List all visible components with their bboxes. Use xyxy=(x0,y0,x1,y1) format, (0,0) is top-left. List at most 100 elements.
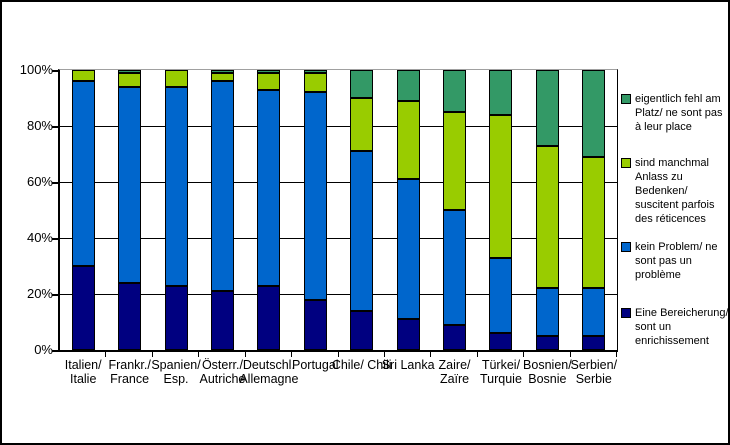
x-tick-mark xyxy=(151,352,153,357)
bar-segment-bereicherung-deutschland xyxy=(257,285,281,350)
bar-cell-zaire xyxy=(431,70,477,350)
bar-cell-serbien xyxy=(571,70,617,350)
bar-segment-fehl-am-platz-deutschland xyxy=(257,70,281,73)
gridline-60% xyxy=(60,182,617,183)
bar-segment-kein-problem-bosnien xyxy=(535,288,559,336)
bar-segment-manchmal-anlass-italien xyxy=(71,70,95,82)
bar-segment-kein-problem-tuerkei xyxy=(489,257,513,334)
gridline-40% xyxy=(60,238,617,239)
bar-segment-fehl-am-platz-frankreich xyxy=(118,70,142,73)
x-category-label-frankreich: Frankr./ France xyxy=(108,358,151,386)
gridline-80% xyxy=(60,126,617,127)
bar-cell-bosnien xyxy=(524,70,570,350)
bar-segment-fehl-am-platz-serbien xyxy=(582,70,606,157)
bar-segment-bereicherung-portugal xyxy=(303,299,327,350)
bar-cell-spanien xyxy=(153,70,199,350)
bar-segment-fehl-am-platz-sri-lanka xyxy=(396,70,420,101)
bar-segment-kein-problem-frankreich xyxy=(118,86,142,283)
legend-swatch-kein-problem xyxy=(621,242,631,252)
plot-area xyxy=(58,69,618,352)
bar-segment-bereicherung-sri-lanka xyxy=(396,319,420,350)
x-category-label-tuerkei: Türkei/ Turquie xyxy=(479,358,522,386)
bar-cell-oesterreich xyxy=(199,70,245,350)
legend-label-fehl-am-platz: eigentlich fehl am Platz/ ne sont pas à … xyxy=(635,93,723,133)
y-tick-mark xyxy=(52,182,58,184)
bar-cell-chile xyxy=(339,70,385,350)
bar-segment-kein-problem-spanien xyxy=(164,86,188,286)
x-tick-mark xyxy=(383,352,385,357)
legend-item-fehl-am-platz: eigentlich fehl am Platz/ ne sont pas à … xyxy=(619,92,722,134)
bar-segment-fehl-am-platz-tuerkei xyxy=(489,70,513,115)
bar-segment-kein-problem-deutschland xyxy=(257,89,281,286)
bar-zaire xyxy=(443,70,467,350)
bar-cell-italien xyxy=(60,70,106,350)
bar-segment-manchmal-anlass-deutschland xyxy=(257,72,281,90)
legend-item-manchmal-anlass: sind manchmal Anlass zu Bedenken/ suscit… xyxy=(619,156,714,226)
bar-segment-manchmal-anlass-bosnien xyxy=(535,145,559,289)
bar-frankreich xyxy=(118,70,142,350)
x-category-label-deutschland: Deutschl. Allemagne xyxy=(239,358,299,386)
bar-cell-frankreich xyxy=(106,70,152,350)
y-tick-mark xyxy=(52,238,58,240)
bar-segment-kein-problem-oesterreich xyxy=(210,81,234,292)
x-tick-mark xyxy=(244,352,246,357)
y-tick-label-20%: 20% xyxy=(26,286,53,301)
y-tick-mark xyxy=(52,350,58,352)
bar-segment-fehl-am-platz-bosnien xyxy=(535,70,559,146)
gridline-20% xyxy=(60,294,617,295)
bar-cell-tuerkei xyxy=(478,70,524,350)
y-tick-mark xyxy=(52,294,58,296)
y-tick-label-100%: 100% xyxy=(19,62,53,77)
x-tick-mark xyxy=(337,352,339,357)
bar-segment-kein-problem-italien xyxy=(71,81,95,266)
bar-segment-fehl-am-platz-zaire xyxy=(443,70,467,112)
bar-segment-bereicherung-spanien xyxy=(164,285,188,350)
x-tick-mark xyxy=(616,352,617,357)
bar-segment-kein-problem-sri-lanka xyxy=(396,179,420,320)
x-tick-mark xyxy=(476,352,478,357)
x-tick-mark xyxy=(569,352,571,357)
bar-tuerkei xyxy=(489,70,513,350)
bar-segment-manchmal-anlass-frankreich xyxy=(118,72,142,87)
bar-segment-fehl-am-platz-portugal xyxy=(303,70,327,73)
bar-segment-kein-problem-serbien xyxy=(582,288,606,336)
bar-cell-portugal xyxy=(292,70,338,350)
bar-oesterreich xyxy=(210,70,234,350)
x-tick-mark xyxy=(523,352,525,357)
bar-segment-manchmal-anlass-zaire xyxy=(443,112,467,210)
legend-label-manchmal-anlass: sind manchmal Anlass zu Bedenken/ suscit… xyxy=(635,157,715,225)
bar-cell-sri-lanka xyxy=(385,70,431,350)
bar-sri-lanka xyxy=(396,70,420,350)
bar-segment-kein-problem-chile xyxy=(350,151,374,311)
bar-deutschland xyxy=(257,70,281,350)
bar-segment-bereicherung-tuerkei xyxy=(489,333,513,350)
x-category-label-sri-lanka: Sri Lanka xyxy=(381,358,435,372)
legend-item-bereicherung: Eine Bereicherung/ sont un enrichissemen… xyxy=(619,306,729,348)
bar-portugal xyxy=(303,70,327,350)
legend-swatch-fehl-am-platz xyxy=(621,94,631,104)
bar-segment-bereicherung-chile xyxy=(350,310,374,350)
x-category-label-zaire: Zaire/ Zaïre xyxy=(438,358,471,386)
bar-segment-bereicherung-serbien xyxy=(582,336,606,350)
bar-segment-bereicherung-oesterreich xyxy=(210,291,234,350)
bar-chile xyxy=(350,70,374,350)
x-category-label-serbien: Serbien/ Serbie xyxy=(570,358,618,386)
x-category-label-portugal: Portugal xyxy=(292,358,339,372)
legend-label-kein-problem: kein Problem/ ne sont pas un problème xyxy=(635,241,718,281)
bar-segment-fehl-am-platz-oesterreich xyxy=(210,70,234,73)
x-tick-mark xyxy=(105,352,107,357)
bar-segment-manchmal-anlass-oesterreich xyxy=(210,72,234,82)
bar-bosnien xyxy=(535,70,559,350)
bar-segment-kein-problem-portugal xyxy=(303,92,327,300)
x-category-label-oesterreich: Österr./ Autriche xyxy=(199,358,246,386)
x-category-label-chile: Chile/ Chili xyxy=(331,358,392,372)
legend-label-bereicherung: Eine Bereicherung/ sont un enrichissemen… xyxy=(635,307,729,347)
bar-segment-manchmal-anlass-tuerkei xyxy=(489,114,513,258)
legend-item-kein-problem: kein Problem/ ne sont pas un problème xyxy=(619,240,718,282)
bar-segment-manchmal-anlass-portugal xyxy=(303,72,327,93)
x-category-label-bosnien: Bosnien/ Bosnie xyxy=(523,358,572,386)
legend-swatch-bereicherung xyxy=(621,308,631,318)
x-tick-mark xyxy=(291,352,293,357)
bar-spanien xyxy=(164,70,188,350)
